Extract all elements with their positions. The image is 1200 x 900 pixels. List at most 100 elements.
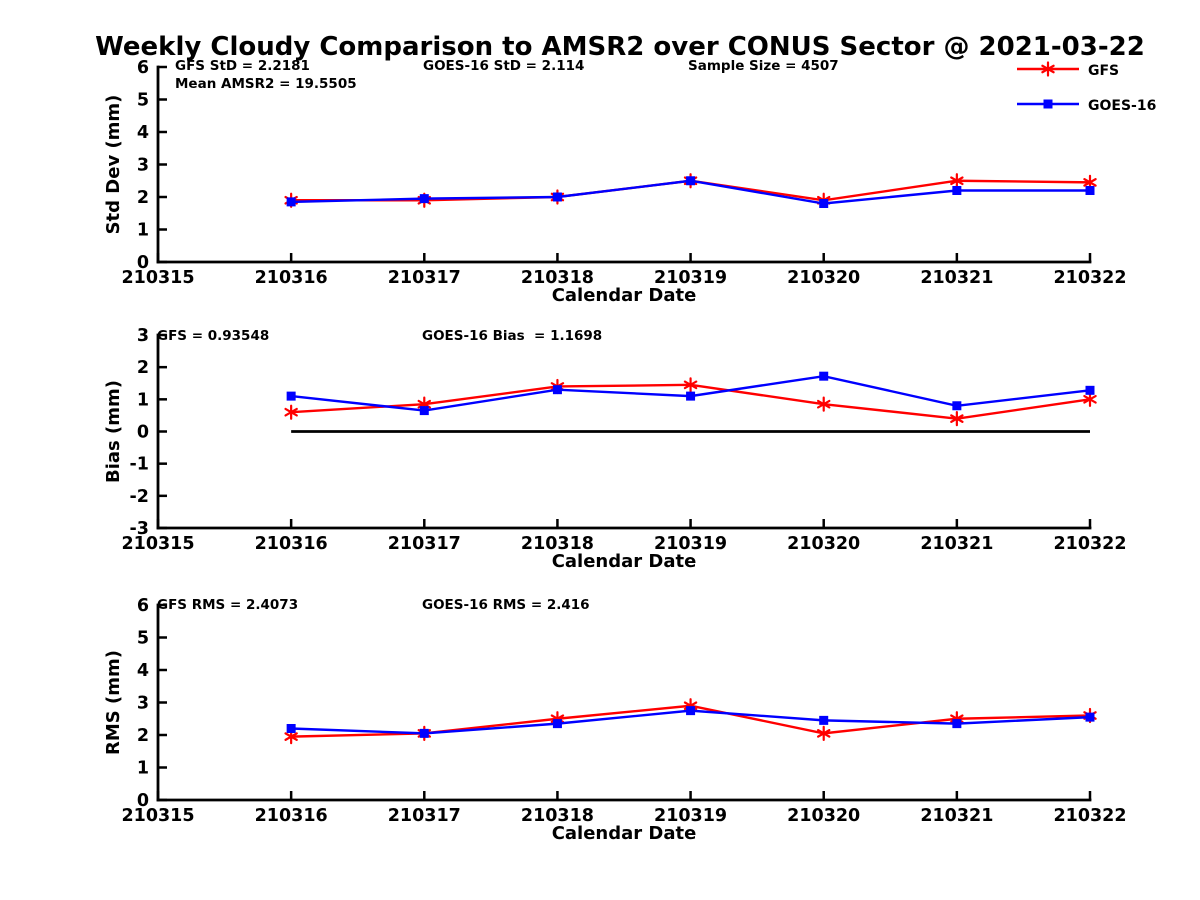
legend-sample: [1017, 61, 1079, 77]
legend-sample: [1017, 99, 1079, 109]
y-tick-label: 6: [137, 58, 149, 78]
x-tick-label: 210316: [255, 534, 328, 554]
y-tick-label: 3: [137, 326, 149, 346]
marker-asterisk: [816, 396, 831, 412]
y-tick-label: 2: [137, 358, 149, 378]
y-tick-label: 5: [137, 629, 149, 649]
x-tick-label: 210316: [255, 268, 328, 288]
marker-square: [286, 197, 296, 207]
x-tick-label: 210317: [388, 806, 461, 826]
marker-square: [552, 192, 562, 202]
x-tick-label: 210322: [1053, 268, 1126, 288]
annotation: GFS = 0.93548: [157, 328, 269, 344]
marker-square: [552, 385, 562, 395]
marker-square: [419, 194, 429, 204]
x-tick-label: 210322: [1053, 806, 1126, 826]
chart-title: Weekly Cloudy Comparison to AMSR2 over C…: [95, 32, 1145, 62]
x-tick-label: 210321: [920, 268, 993, 288]
x-tick-label: 210321: [920, 806, 993, 826]
marker-asterisk: [1083, 391, 1097, 407]
y-axis-label: RMS (mm): [103, 650, 124, 755]
marker-square: [1085, 712, 1095, 722]
x-axis-label: Calendar Date: [552, 551, 697, 572]
y-tick-label: 3: [137, 156, 149, 176]
x-tick-label: 210316: [255, 806, 328, 826]
marker-asterisk: [1041, 61, 1055, 77]
annotation: GFS StD = 2.2181: [175, 58, 310, 74]
x-axis-label: Calendar Date: [552, 285, 697, 306]
annotation: Mean AMSR2 = 19.5505: [175, 76, 357, 92]
x-tick-label: 210318: [521, 534, 594, 554]
legend-label-goes16: GOES-16: [1088, 98, 1157, 114]
marker-square: [952, 401, 962, 411]
legend-item-goes16: GOES-16: [1016, 97, 1156, 115]
marker-square: [552, 719, 562, 729]
annotation: GOES-16 Bias = 1.1698: [422, 328, 602, 344]
subplot-bias: -3 -2 -1 0 1 2 3 210315 210316 210317 210318 210319…: [103, 326, 1127, 572]
marker-asterisk: [950, 173, 964, 189]
marker-square: [952, 186, 962, 195]
marker-square: [686, 706, 696, 716]
legend: GFS GOES-16: [1016, 60, 1156, 115]
x-tick-label: 210318: [521, 806, 594, 826]
y-tick-label: 0: [137, 253, 149, 273]
gfs-line-asterisk-icon: [1016, 60, 1080, 82]
annotation: GOES-16 StD = 2.114: [423, 58, 584, 74]
x-tick-label: 210320: [787, 806, 860, 826]
marker-asterisk: [816, 725, 831, 741]
y-tick-label: -1: [130, 455, 149, 475]
annotation: GFS RMS = 2.4073: [157, 597, 298, 613]
x-tick-label: 210315: [121, 268, 194, 288]
marker-square: [819, 715, 829, 725]
marker-asterisk: [950, 411, 964, 427]
marker-square: [1085, 385, 1095, 395]
x-tick-label: 210319: [654, 534, 727, 554]
marker-asterisk: [683, 377, 698, 393]
y-tick-label: 0: [137, 423, 149, 443]
x-tick-label: 210318: [521, 268, 594, 288]
y-tick-label: 3: [137, 694, 149, 714]
y-tick-label: 0: [137, 791, 149, 811]
marker-square: [819, 199, 829, 208]
marker-square: [419, 728, 429, 738]
x-tick-label: 210321: [920, 534, 993, 554]
annotation: GOES-16 RMS = 2.416: [422, 597, 590, 613]
y-axis-label: Bias (mm): [103, 380, 124, 483]
legend-item-gfs: GFS: [1016, 60, 1156, 82]
marker-square: [686, 391, 696, 401]
subplot-rms: 0 1 2 3 4 5 6 210315 210316 210317 210318 210319 210…: [103, 596, 1127, 844]
x-tick-label: 210315: [121, 534, 194, 554]
y-tick-label: 2: [137, 726, 149, 746]
marker-square: [286, 724, 296, 733]
x-tick-label: 210320: [787, 534, 860, 554]
goes16-line-square-icon: [1016, 95, 1080, 117]
x-tick-label: 210319: [654, 268, 727, 288]
subplot-std_dev: 0 1 2 3 4 5 6 210315 210316 210317 210318 210319 210…: [103, 58, 1127, 306]
marker-square: [1043, 99, 1053, 109]
y-axis-label: Std Dev (mm): [103, 95, 124, 235]
y-tick-label: -3: [130, 519, 149, 539]
marker-asterisk: [284, 404, 298, 420]
x-tick-label: 210317: [388, 534, 461, 554]
x-tick-label: 210319: [654, 806, 727, 826]
annotation: Sample Size = 4507: [688, 58, 839, 74]
y-tick-label: 6: [137, 596, 149, 616]
x-tick-label: 210322: [1053, 534, 1126, 554]
marker-square: [686, 176, 696, 186]
y-tick-label: 2: [137, 188, 149, 208]
y-tick-label: 5: [137, 91, 149, 111]
y-tick-label: 1: [137, 390, 149, 410]
y-tick-label: 1: [137, 221, 149, 241]
x-tick-label: 210320: [787, 268, 860, 288]
marker-square: [419, 406, 429, 416]
y-tick-label: 4: [137, 123, 149, 143]
x-axis-label: Calendar Date: [552, 823, 697, 844]
x-tick-label: 210317: [388, 268, 461, 288]
marker-square: [286, 391, 296, 401]
x-tick-label: 210315: [121, 806, 194, 826]
y-tick-label: 4: [137, 661, 149, 681]
legend-label-gfs: GFS: [1088, 63, 1120, 79]
y-tick-label: 1: [137, 759, 149, 779]
